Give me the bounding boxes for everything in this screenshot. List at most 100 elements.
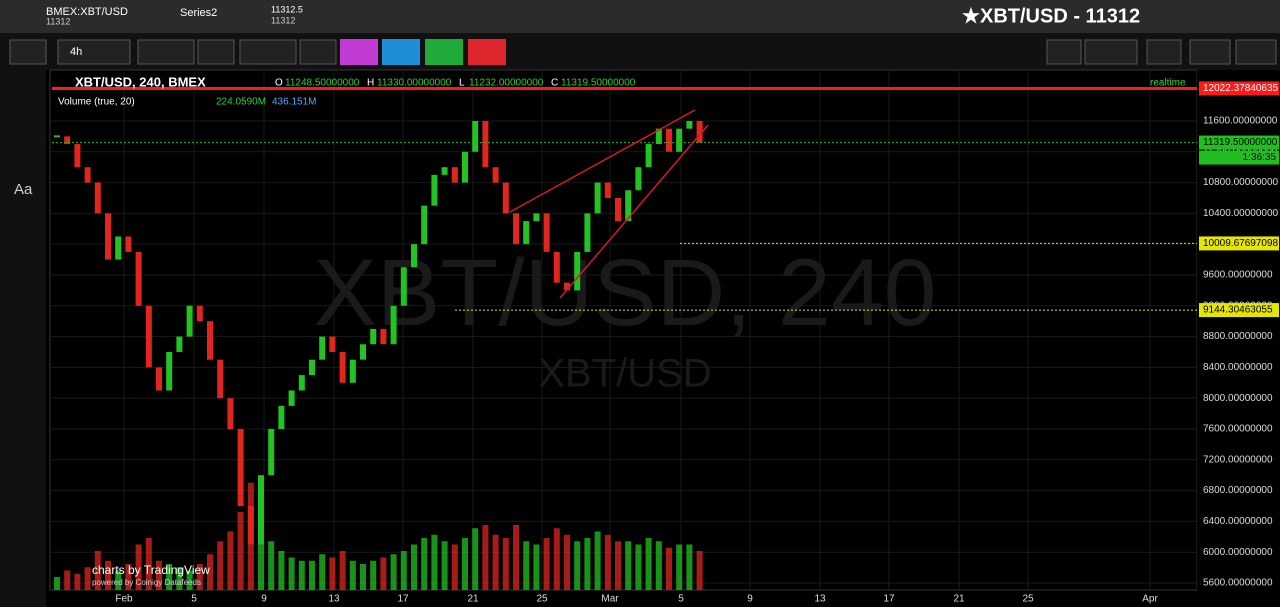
x-tick-label: 13: [328, 594, 340, 605]
volume-bar: [635, 544, 642, 590]
compare-btn[interactable]: [299, 39, 337, 65]
volume-bar: [207, 554, 213, 590]
trendline[interactable]: [559, 124, 709, 299]
candle: [176, 336, 183, 352]
buy-btn[interactable]: [425, 39, 463, 65]
candle: [156, 367, 162, 391]
level-label: 12022.37840635: [1203, 83, 1279, 94]
x-tick-label: 17: [397, 594, 409, 605]
volume-bar: [268, 541, 275, 590]
candle: [645, 144, 652, 168]
candle: [360, 344, 366, 360]
y-tick-label: 6800.00000000: [1203, 485, 1273, 496]
indicators-btn[interactable]: [239, 39, 297, 65]
candle: [441, 167, 448, 175]
star[interactable]: ★: [962, 5, 980, 27]
crosshair-btn[interactable]: [9, 39, 47, 65]
countdown: 1:36:35: [1243, 152, 1277, 163]
level-label: 11319.50000000: [1203, 137, 1278, 148]
chart-title: XBT/USD, 240, BMEX: [75, 74, 206, 89]
snapshot-btn[interactable]: [1146, 39, 1182, 65]
candle: [166, 351, 173, 391]
volume-bar: [625, 541, 632, 590]
volume-bar: [655, 541, 662, 590]
candle: [635, 167, 642, 191]
volume-bar: [411, 544, 417, 590]
watermark: XBT/USD, 240: [313, 240, 936, 346]
y-tick-label: 5600.00000000: [1203, 578, 1273, 589]
level-label: 9144.30463055: [1203, 305, 1273, 316]
volume-bar: [186, 570, 193, 590]
undo-redo-btn[interactable]: [1084, 39, 1138, 65]
volume-bar: [135, 544, 142, 590]
tab-sub: 11312: [46, 16, 70, 26]
tab-title[interactable]: BMEX:XBT/USD: [46, 6, 128, 18]
candle: [237, 428, 244, 506]
candle: [145, 305, 152, 368]
volume-bar: [502, 538, 509, 590]
announce-btn[interactable]: [382, 39, 420, 65]
ohlc-label: H: [367, 78, 374, 89]
y-tick-label: 8000.00000000: [1203, 393, 1273, 404]
realtime: realtime: [1150, 78, 1186, 89]
fullscreen-btn[interactable]: [1046, 39, 1082, 65]
y-tick-label: 8800.00000000: [1203, 331, 1273, 342]
volume-bar: [115, 570, 122, 590]
candle: [686, 120, 693, 129]
y-tick-label: 6000.00000000: [1203, 547, 1273, 558]
volume-bar: [349, 560, 356, 590]
volume-bar: [441, 541, 448, 590]
x-tick-label: 25: [536, 594, 548, 605]
candle: [319, 336, 326, 360]
volume-bar: [360, 564, 366, 590]
ohlc-value: 11232.00000000: [469, 78, 544, 89]
candle: [390, 305, 397, 345]
candle: [94, 182, 101, 214]
y-tick-label: 9600.00000000: [1203, 270, 1273, 281]
candle: [115, 236, 122, 260]
volume-bar: [462, 538, 468, 590]
volume-bar: [564, 534, 570, 590]
level-label-bg: [1199, 81, 1279, 96]
volume-bar: [258, 525, 264, 590]
interval-btn[interactable]: [57, 39, 131, 65]
x-tick-label: 17: [883, 594, 895, 605]
candle: [666, 128, 672, 152]
volume-bar: [553, 528, 560, 590]
candle: [258, 475, 264, 545]
candle: [411, 244, 417, 268]
candle: [655, 128, 662, 145]
tab-sub: 11312: [271, 15, 295, 25]
volume-bar: [400, 551, 407, 590]
tab-title[interactable]: 11312.5: [271, 4, 303, 14]
candle: [309, 359, 315, 376]
sell-btn[interactable]: [468, 39, 506, 65]
candle: [196, 305, 203, 322]
text-tool[interactable]: Aa: [14, 181, 33, 198]
candle: [421, 205, 428, 245]
candle: [370, 328, 377, 345]
candle: [574, 251, 581, 291]
volume-bar: [533, 544, 540, 590]
x-tick-label: 13: [814, 594, 826, 605]
volume-bar: [390, 554, 397, 590]
candle: [339, 351, 346, 383]
settings-btn[interactable]: [197, 39, 235, 65]
volume-bar: [227, 531, 234, 590]
volume-bar: [666, 547, 672, 590]
candle: [604, 182, 611, 198]
left-toolbar: [0, 70, 46, 607]
chart-style-btn[interactable]: [137, 39, 195, 65]
trendline[interactable]: [509, 109, 696, 213]
volume-bar: [676, 544, 683, 590]
candle: [105, 213, 111, 260]
cloud-save-btn[interactable]: [1235, 39, 1277, 65]
tab-title[interactable]: Series2: [180, 7, 217, 19]
plugin-btn[interactable]: [340, 39, 378, 65]
cloud-load-btn[interactable]: [1189, 39, 1231, 65]
x-tick-label: 9: [747, 594, 753, 605]
branding: charts by TradingView: [92, 563, 210, 577]
candle: [492, 167, 499, 183]
ohlc-value: 11248.50000000: [285, 78, 360, 89]
